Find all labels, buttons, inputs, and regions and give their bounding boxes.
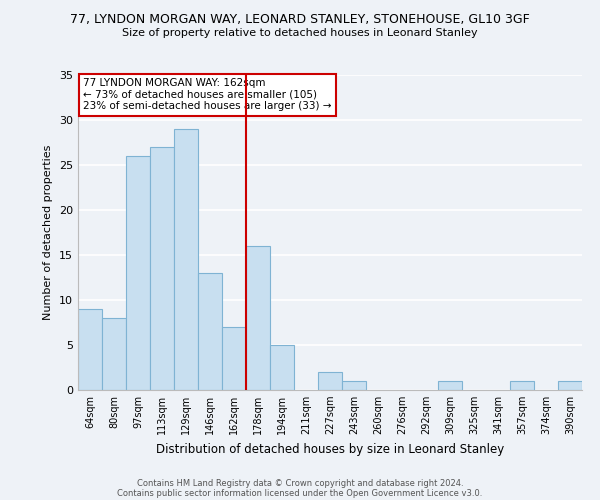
X-axis label: Distribution of detached houses by size in Leonard Stanley: Distribution of detached houses by size … xyxy=(156,442,504,456)
Bar xyxy=(342,381,366,390)
Text: Size of property relative to detached houses in Leonard Stanley: Size of property relative to detached ho… xyxy=(122,28,478,38)
Bar xyxy=(558,381,582,390)
Text: Contains public sector information licensed under the Open Government Licence v3: Contains public sector information licen… xyxy=(118,488,482,498)
Bar xyxy=(318,372,342,390)
Text: 77, LYNDON MORGAN WAY, LEONARD STANLEY, STONEHOUSE, GL10 3GF: 77, LYNDON MORGAN WAY, LEONARD STANLEY, … xyxy=(70,12,530,26)
Text: 77 LYNDON MORGAN WAY: 162sqm
← 73% of detached houses are smaller (105)
23% of s: 77 LYNDON MORGAN WAY: 162sqm ← 73% of de… xyxy=(83,78,332,112)
Bar xyxy=(102,318,126,390)
Bar xyxy=(270,345,294,390)
Bar xyxy=(222,327,246,390)
Bar xyxy=(126,156,150,390)
Bar xyxy=(198,273,222,390)
Bar xyxy=(246,246,270,390)
Bar xyxy=(438,381,462,390)
Bar xyxy=(174,129,198,390)
Bar xyxy=(510,381,534,390)
Text: Contains HM Land Registry data © Crown copyright and database right 2024.: Contains HM Land Registry data © Crown c… xyxy=(137,478,463,488)
Bar xyxy=(150,147,174,390)
Y-axis label: Number of detached properties: Number of detached properties xyxy=(43,145,53,320)
Bar xyxy=(78,309,102,390)
